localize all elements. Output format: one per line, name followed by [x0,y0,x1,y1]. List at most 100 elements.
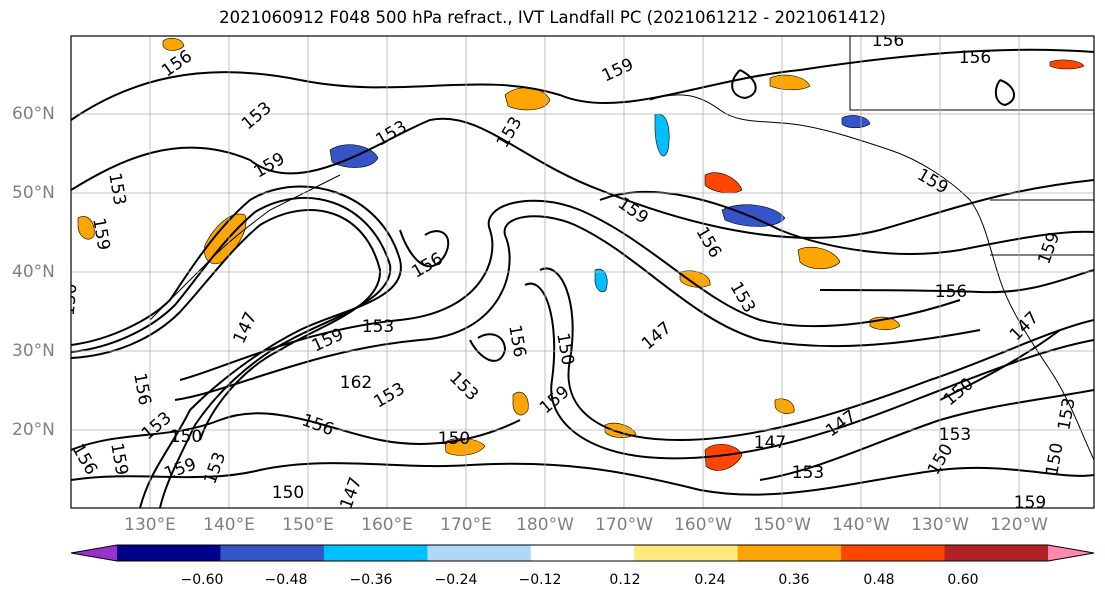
lon-label: 180°W [516,515,574,535]
colorbar-segment [634,545,739,561]
contour-label: 159 [88,216,113,251]
contour-line [71,117,1094,239]
shade-blob [444,438,486,456]
contour-label: 156 [935,282,967,302]
contour-label: 159 [599,55,637,87]
contour-label: 153 [200,450,230,487]
shaded-anomalies [77,37,1085,471]
contour-line [71,197,392,508]
shade-blob [769,74,811,91]
map-title: 2021060912 F048 500 hPa refract., IVT La… [219,8,886,27]
contour-label: 159 [913,165,951,199]
coastline [849,36,1094,111]
shade-blob [1049,59,1085,70]
shade-blob [721,204,786,227]
shade-blob [797,246,841,270]
contour-label: 159 [162,454,199,484]
contour-label: 156 [872,31,904,51]
contour-line [599,190,1094,255]
lon-label: 120°W [990,515,1048,535]
shade-blob [77,216,95,240]
contour-label: 147 [754,433,786,453]
lon-label: 160°W [674,515,732,535]
colorbar-segment [323,545,428,561]
colorbar-outline [70,544,1095,562]
contour-label: 150 [924,440,958,478]
colorbar-extend-high [1048,545,1094,561]
contour-label: 153 [104,171,129,206]
contour-line [539,267,1094,442]
contour-label: 147 [230,309,262,347]
contour-line [731,69,757,100]
contour-label: 156 [692,223,726,261]
contour-label: 156 [129,371,154,406]
contour-label: 150 [272,483,304,503]
contour-label: 159 [536,382,574,418]
lon-label: 130°W [911,515,969,535]
shade-blob [204,213,247,265]
contour-label: 147 [822,406,860,441]
contour-label: 150 [1042,441,1067,476]
lat-label: 40°N [12,262,55,282]
contour-label: 147 [638,318,676,354]
shade-blob [774,398,795,414]
colorbar-tick-label: −0.60 [180,572,224,588]
coastline [149,174,341,321]
lat-label: 60°N [12,104,55,124]
contour-line [71,209,382,441]
colorbar-segment [944,545,1049,561]
colorbar-tick-label: 0.60 [947,572,979,588]
colorbar-tick-label: −0.36 [349,572,393,588]
colorbar-tick-label: 0.24 [694,572,726,588]
contour-label: 159 [614,193,652,228]
shade-blob [594,268,608,293]
shade-blob [504,87,551,111]
contour-label: 153 [792,463,824,483]
contour-line [71,185,402,508]
contour-label: 150 [59,283,82,317]
contour-label: 153 [362,317,394,337]
contour-label: 159 [106,441,131,476]
contour-line [524,282,1094,460]
contour-label: 150 [170,427,202,447]
colorbar-extend-low [71,545,117,561]
contour-label: 153 [726,278,760,316]
lon-label: 140°E [203,515,255,535]
coastline [649,94,1094,461]
lon-label: 160°E [361,515,413,535]
colorbar-tick-label: 0.36 [778,572,810,588]
contour-line [399,229,450,268]
shade-blob [162,37,185,51]
contour-line [179,199,961,381]
contour-label: 156 [299,410,336,440]
colorbar-segment [841,545,946,561]
lat-label: 30°N [12,341,55,361]
lon-label: 170°W [595,515,653,535]
colorbar-tick-label: −0.12 [518,572,562,588]
contour-label: 150 [552,331,577,366]
contour-label: 153 [238,98,276,134]
colorbar-tick-label: −0.48 [264,572,308,588]
lon-label: 140°W [832,515,890,535]
contour-label: 150 [940,374,978,410]
gridlines [71,36,1094,508]
contour-label: 159 [1014,493,1046,513]
contour-line [71,412,521,451]
colorbar-tick-label: 0.48 [863,572,895,588]
colorbar-segment [427,545,532,561]
contour-line [819,269,1094,294]
lon-label: 150°E [282,515,334,535]
map-frame [70,35,1095,509]
contour-label: 156 [408,249,446,283]
contour-label: 153 [445,368,482,405]
coastlines [149,36,1094,461]
contour-label: 156 [504,323,529,358]
shade-blob [704,443,743,471]
contour-label: 150 [438,429,470,449]
colorbar-tick-label: −0.24 [434,572,478,588]
contour-label: 153 [939,425,971,445]
contour-line [994,79,1015,107]
contour-line [174,215,981,401]
contour-line [469,333,507,362]
